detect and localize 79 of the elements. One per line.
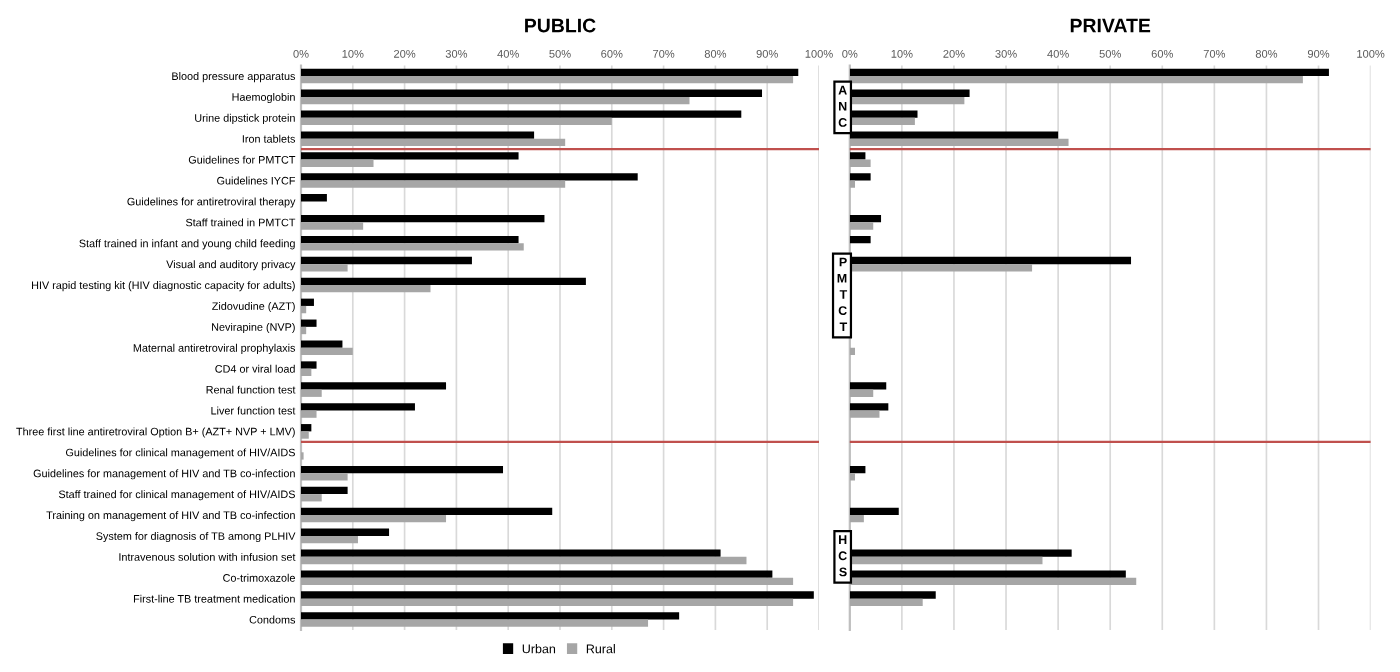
bar	[301, 368, 312, 376]
bar	[301, 96, 690, 105]
bar	[301, 256, 472, 265]
bar	[301, 264, 348, 272]
bar	[849, 403, 889, 411]
bar	[849, 473, 856, 481]
bar	[301, 486, 348, 495]
bar	[301, 535, 358, 544]
chart-title: PRIVATE	[1070, 18, 1151, 33]
bar	[301, 410, 317, 418]
bar	[301, 305, 307, 314]
bar	[849, 215, 882, 223]
bar	[301, 326, 307, 335]
bar	[301, 382, 447, 390]
bar	[301, 473, 348, 481]
bar	[849, 96, 965, 105]
bar	[301, 591, 814, 599]
bar	[849, 515, 864, 523]
bar	[849, 75, 1303, 84]
bar	[301, 549, 721, 557]
bar	[301, 138, 566, 147]
bar	[301, 89, 763, 97]
bar	[301, 465, 504, 474]
bar	[301, 194, 327, 202]
bar	[301, 159, 374, 167]
bar	[849, 577, 1137, 586]
bar	[301, 117, 612, 126]
bar	[301, 180, 566, 188]
bar	[849, 389, 874, 397]
bar	[301, 515, 447, 523]
bar	[849, 382, 887, 390]
bar	[849, 507, 899, 516]
bar	[301, 215, 545, 223]
bar	[849, 598, 923, 606]
bar	[301, 68, 799, 76]
bar	[301, 494, 322, 502]
bar	[301, 131, 535, 139]
bar	[301, 570, 773, 578]
bar	[849, 159, 871, 167]
bar	[301, 173, 638, 181]
bar	[301, 431, 309, 439]
bar	[849, 152, 866, 160]
bar	[849, 235, 871, 244]
bar	[301, 75, 794, 84]
bar	[849, 173, 871, 181]
bar	[849, 347, 856, 356]
bar	[301, 507, 553, 516]
bar	[301, 347, 353, 356]
bar	[301, 528, 390, 536]
bar	[301, 110, 742, 118]
bar	[301, 619, 649, 627]
bar	[849, 465, 866, 474]
bar	[849, 138, 1069, 147]
bar	[301, 389, 322, 397]
bar	[849, 222, 874, 230]
bar	[301, 598, 794, 606]
bar	[301, 361, 317, 369]
bar	[301, 277, 586, 286]
bar	[301, 298, 314, 306]
bar	[849, 556, 1043, 565]
bar	[849, 117, 915, 126]
bar	[849, 264, 1033, 272]
bar	[301, 577, 794, 586]
bar	[849, 180, 856, 188]
chart-title: PUBLIC	[525, 18, 596, 33]
bar	[301, 612, 680, 620]
bar	[301, 235, 519, 244]
bar	[301, 319, 317, 327]
bar	[301, 424, 312, 432]
bar	[849, 591, 936, 599]
bar	[301, 340, 343, 348]
bar	[301, 222, 364, 230]
bar	[849, 68, 1329, 76]
bar	[301, 556, 747, 565]
bar	[301, 152, 519, 160]
bar	[301, 403, 415, 411]
bar	[849, 410, 880, 418]
bar	[301, 285, 431, 293]
bar	[301, 243, 524, 251]
